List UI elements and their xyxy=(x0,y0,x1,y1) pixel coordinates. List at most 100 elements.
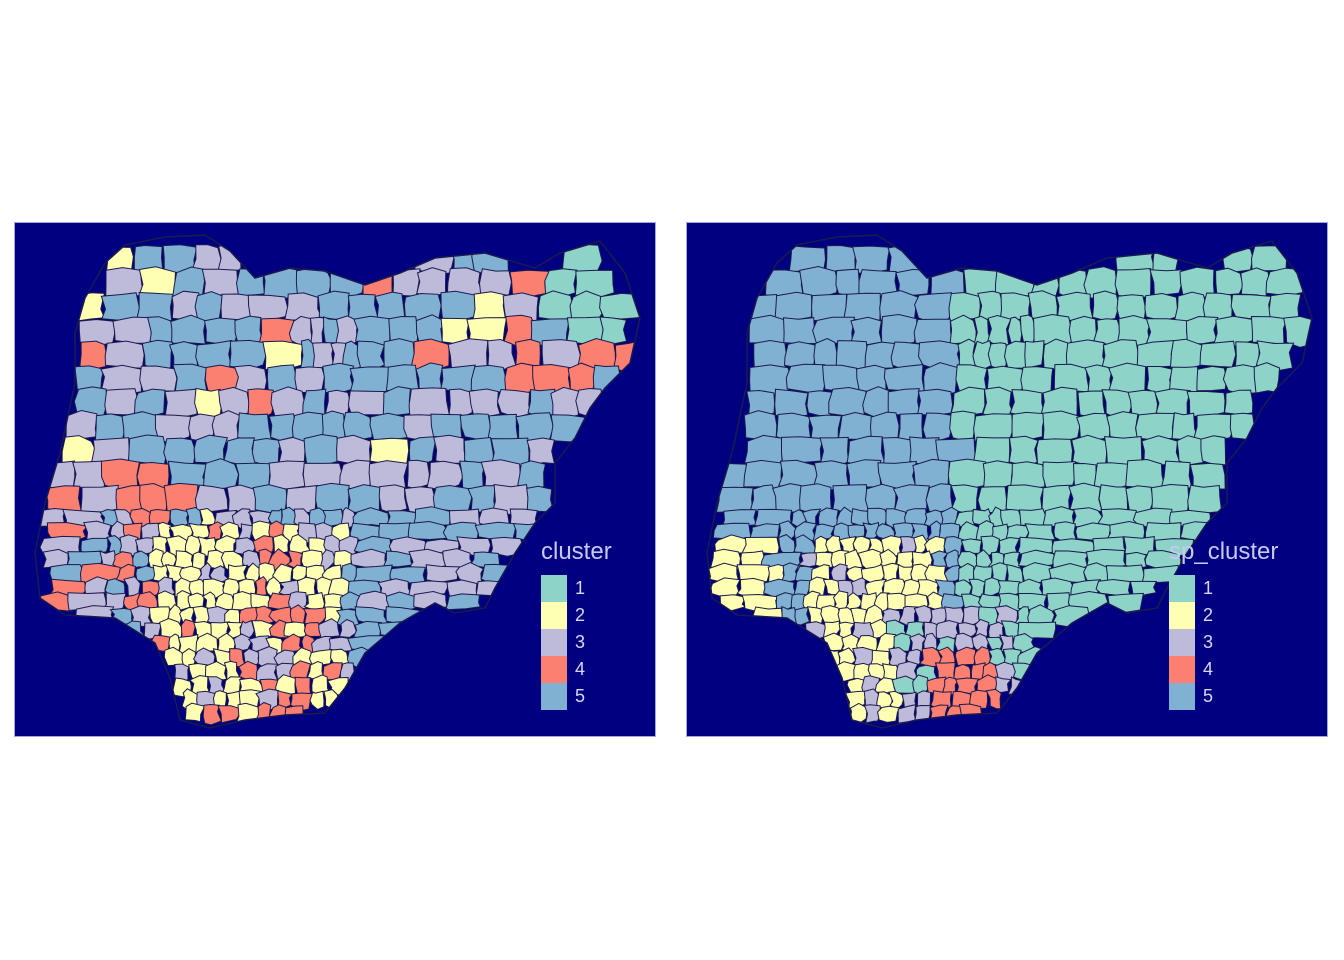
lga-polygon xyxy=(922,412,954,443)
lga-polygon xyxy=(1107,592,1145,614)
legend-item: 3 xyxy=(541,629,612,656)
lga-polygon xyxy=(1042,410,1081,443)
lga-polygon xyxy=(815,551,833,568)
lga-polygon xyxy=(425,564,460,583)
lga-polygon xyxy=(374,291,406,321)
lga-polygon xyxy=(302,607,328,628)
lga-polygon xyxy=(448,388,475,420)
lga-polygon xyxy=(994,676,1012,694)
lga-polygon xyxy=(846,459,882,488)
lga-polygon xyxy=(239,619,255,639)
legend-swatch xyxy=(541,602,567,629)
lga-polygon xyxy=(237,412,273,442)
lga-polygon xyxy=(217,705,241,724)
lga-polygon xyxy=(1215,267,1244,297)
lga-polygon xyxy=(378,484,408,514)
lga-polygon xyxy=(864,341,896,370)
lga-polygon xyxy=(202,458,240,490)
lga-polygon xyxy=(223,437,258,466)
lga-polygons xyxy=(37,242,640,727)
lga-polygon xyxy=(888,690,905,711)
lga-polygon xyxy=(1125,551,1148,570)
lga-polygon xyxy=(844,548,864,572)
lga-polygon xyxy=(1040,386,1078,419)
lga-polygon xyxy=(980,535,1001,557)
legend-label: 4 xyxy=(1203,659,1214,679)
legend-item: 1 xyxy=(541,575,612,602)
lga-polygon xyxy=(1125,458,1166,490)
legend-label: 5 xyxy=(1203,686,1214,706)
lga-polygon xyxy=(599,292,640,320)
lga-polygon xyxy=(172,363,208,393)
legend-swatch xyxy=(1169,683,1195,710)
legend-label: 3 xyxy=(575,632,586,652)
lga-polygon xyxy=(104,388,140,416)
legend-item: 4 xyxy=(1169,656,1278,683)
lga-polygon xyxy=(154,414,192,444)
lga-polygon xyxy=(982,386,1014,419)
lga-polygon xyxy=(774,291,813,322)
lga-polygon xyxy=(104,340,145,369)
lga-polygon xyxy=(194,387,223,419)
lga-polygon xyxy=(1187,484,1223,514)
lga-polygon xyxy=(204,549,226,570)
lga-polygon xyxy=(1024,340,1045,370)
lga-polygon xyxy=(985,688,1002,710)
lga-polygon xyxy=(515,412,555,442)
lga-polygon xyxy=(72,292,106,323)
lga-polygon xyxy=(719,594,747,612)
lga-polygon xyxy=(346,484,383,513)
lga-polygon xyxy=(1114,267,1152,298)
lga-polygon xyxy=(549,414,588,443)
lga-polygon xyxy=(1077,390,1106,418)
lga-polygon xyxy=(218,386,250,418)
lga-polygon xyxy=(1186,390,1226,417)
legend-item: 2 xyxy=(1169,602,1278,629)
lga-polygon xyxy=(382,386,413,418)
lga-polygon xyxy=(969,689,989,710)
lga-polygon xyxy=(912,674,930,695)
lga-polygon xyxy=(1032,313,1073,345)
legend-item: 3 xyxy=(1169,629,1278,656)
lga-polygon xyxy=(833,661,858,682)
lga-polygon xyxy=(410,338,450,372)
lga-polygon xyxy=(887,388,921,416)
lga-polygon xyxy=(1071,434,1108,468)
lga-polygon xyxy=(862,521,880,540)
lga-polygon xyxy=(1250,245,1288,272)
lga-polygon xyxy=(193,434,229,464)
lga-polygon xyxy=(303,433,340,467)
lga-polygon xyxy=(170,314,207,345)
lga-polygon xyxy=(440,290,479,323)
lga-polygon xyxy=(403,414,435,441)
lga-polygon xyxy=(877,705,901,723)
lga-polygon xyxy=(712,462,748,492)
lga-polygon xyxy=(470,364,508,393)
lga-polygon xyxy=(147,316,175,345)
lga-polygon xyxy=(195,339,233,370)
lga-polygon xyxy=(294,676,311,695)
lga-polygon xyxy=(1196,365,1228,392)
lga-polygon xyxy=(496,388,532,419)
lga-polygon xyxy=(164,388,199,419)
lga-polygon xyxy=(1268,292,1302,321)
lga-polygon xyxy=(475,580,501,597)
lga-polygon xyxy=(517,460,546,490)
lga-polygon xyxy=(1035,438,1074,467)
lga-polygon xyxy=(785,363,827,393)
legend-item: 5 xyxy=(1169,683,1278,710)
lga-polygon xyxy=(1024,523,1056,542)
lga-polygon xyxy=(415,362,444,392)
lga-polygon xyxy=(1223,389,1254,416)
lga-polygon xyxy=(892,484,930,516)
lga-polygon xyxy=(864,483,897,512)
lga-polygon xyxy=(812,316,855,344)
lga-polygon xyxy=(268,413,297,441)
lga-polygon xyxy=(1011,662,1036,682)
lga-polygon xyxy=(774,388,809,420)
lga-polygon xyxy=(408,435,438,466)
lga-polygon xyxy=(891,675,916,694)
lga-polygon xyxy=(1017,549,1057,568)
lga-polygon xyxy=(229,339,267,371)
lga-polygon xyxy=(342,411,373,441)
